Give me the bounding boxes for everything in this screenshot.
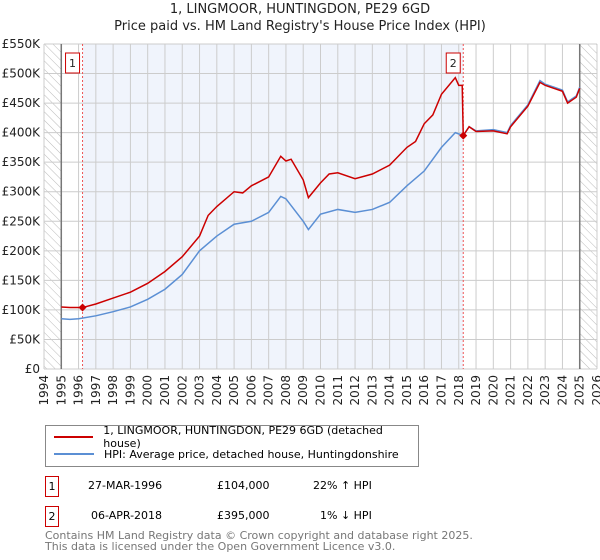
x-tick-label: 2013: [365, 375, 379, 406]
x-tick-label: 2011: [331, 375, 345, 406]
sale-price: £395,000: [217, 509, 270, 522]
y-tick-label: £100K: [2, 303, 42, 317]
x-tick-label: 2019: [469, 375, 483, 406]
sale-hpi: 22% ↑ HPI: [313, 479, 372, 492]
x-tick-label: 1995: [54, 375, 68, 406]
x-tick-label: 2016: [417, 375, 431, 406]
sale-point: [459, 131, 468, 140]
x-tick-label: 2020: [486, 375, 500, 406]
x-tick-label: 2017: [434, 375, 448, 406]
footer-line-2: This data is licensed under the Open Gov…: [45, 540, 396, 553]
sale-point: [78, 303, 87, 312]
legend-item-property: 1, LINGMOOR, HUNTINGDON, PE29 6GD (detac…: [54, 424, 418, 450]
x-tick-label: 2018: [452, 375, 466, 406]
x-tick-label: 2025: [573, 375, 587, 406]
y-tick-label: £550K: [2, 37, 42, 51]
sale-marker-label: 2: [450, 57, 457, 70]
x-tick-label: 2006: [244, 375, 258, 406]
y-tick-label: £450K: [2, 96, 42, 110]
x-tick-label: 1997: [89, 375, 103, 406]
x-tick-label: 2005: [227, 375, 241, 406]
x-tick-label: 2007: [262, 375, 276, 406]
sale-hpi: 1% ↓ HPI: [320, 509, 372, 522]
y-tick-label: £400K: [2, 126, 42, 140]
x-tick-label: 2024: [555, 375, 569, 406]
sale-row-1: 1 27-MAR-1996 £104,000 22% ↑ HPI: [45, 476, 465, 497]
x-tick-label: 2003: [193, 375, 207, 406]
legend-label: HPI: Average price, detached house, Hunt…: [104, 447, 399, 461]
x-tick-label: 2009: [296, 375, 310, 406]
no-data-hatch-left: [44, 44, 62, 369]
sale-marker-badge: [445, 52, 461, 74]
legend-swatch: [54, 436, 94, 438]
y-tick-label: £200K: [2, 244, 42, 258]
x-tick-label: 1996: [72, 375, 86, 406]
sale-row-2: 2 06-APR-2018 £395,000 1% ↓ HPI: [45, 506, 465, 527]
sale-badge: 1: [45, 476, 59, 497]
x-tick-label: 2001: [158, 375, 172, 406]
sale-date: 27-MAR-1996: [88, 479, 163, 492]
property-price-line: [61, 76, 581, 309]
sale-marker-badge: [65, 52, 81, 74]
x-tick-label: 2022: [521, 375, 535, 406]
x-tick-label: 2010: [314, 375, 328, 406]
legend: 1, LINGMOOR, HUNTINGDON, PE29 6GD (detac…: [45, 424, 419, 467]
legend-swatch: [54, 453, 94, 455]
x-tick-label: 2000: [141, 375, 155, 406]
price-chart: £0 £50K £100K £150K £200K £250K £300K £350K £400…: [2, 37, 600, 406]
y-tick-label: £0: [25, 362, 40, 376]
x-tick-label: 2008: [279, 375, 293, 406]
x-tick-label: 2002: [175, 375, 189, 406]
sale-badge: 2: [45, 506, 59, 527]
y-tick-label: £300K: [2, 185, 42, 199]
x-tick-label: 1998: [106, 375, 120, 406]
footer-line-1: Contains HM Land Registry data © Crown c…: [45, 529, 473, 542]
sale-date: 06-APR-2018: [91, 509, 163, 522]
legend-label: 1, LINGMOOR, HUNTINGDON, PE29 6GD (detac…: [103, 424, 383, 450]
y-tick-label: £250K: [2, 214, 42, 228]
x-tick-label: 2026: [590, 375, 600, 406]
x-tick-label: 2023: [538, 375, 552, 406]
no-data-hatch-right: [579, 44, 597, 369]
chart-title: 1, LINGMOOR, HUNTINGDON, PE29 6GD: [169, 2, 431, 17]
x-tick-label: 2021: [504, 375, 518, 406]
y-tick-label: £500K: [2, 67, 42, 81]
y-tick-label: £50K: [9, 332, 41, 346]
x-tick-label: 2014: [383, 375, 397, 406]
x-tick-label: 1994: [37, 375, 51, 406]
y-tick-label: £350K: [2, 155, 42, 169]
x-tick-label: 2012: [348, 375, 362, 406]
sale-price: £104,000: [217, 479, 270, 492]
legend-item-hpi: HPI: Average price, detached house, Hunt…: [54, 446, 399, 462]
x-tick-label: 2004: [210, 375, 224, 406]
sale-marker-label: 1: [69, 57, 76, 70]
x-tick-label: 1999: [123, 375, 137, 406]
chart-subtitle: Price paid vs. HM Land Registry's House …: [114, 19, 486, 34]
x-tick-label: 2015: [400, 375, 414, 406]
y-tick-label: £150K: [2, 273, 42, 287]
